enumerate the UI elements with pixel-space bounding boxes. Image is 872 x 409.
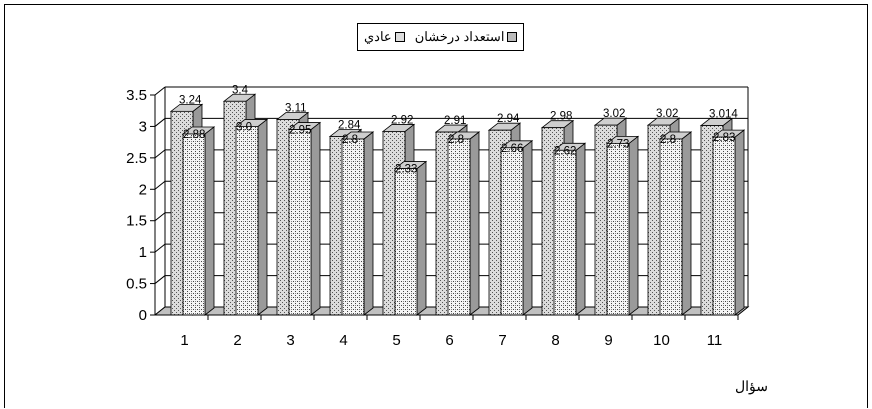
bar-side [416,160,427,316]
data-label-series2: 2.83 [713,132,735,144]
data-labels: 3.24 2.88 3.4 3.0 3.11 2.95 2.84 2.8 2.92 2.33 2.9… [179,84,738,175]
bars [169,93,746,316]
x-tick-label: 4 [339,332,347,349]
bar-series2-2 [234,118,269,316]
legend-label-series-1: استعداد درخشان [414,29,505,44]
bar-side [363,131,374,316]
grid-diagonal [154,149,166,159]
y-tick-label: 0 [139,307,147,324]
y-tick-label: 2 [139,181,147,198]
x-tick-label: 2 [233,332,241,349]
grid-diagonal [154,86,166,96]
y-tick-label: 2.5 [126,150,147,167]
bar-front [341,138,365,316]
bar-series2-10 [658,131,693,316]
data-label-series1: 3.11 [285,103,307,115]
bar-series2-1 [181,126,216,316]
x-tick-label: 7 [498,332,506,349]
grid-diagonal [154,243,166,253]
bar-front [606,142,630,316]
x-axis-title: سؤال [735,378,769,394]
x-tick-label: 10 [653,332,670,349]
x-tick-label: 5 [392,332,400,349]
bar-series2-7 [499,139,534,316]
data-label-series1: 2.84 [338,119,361,131]
data-label-series1: 2.91 [444,115,466,127]
grid-diagonal [154,180,166,190]
data-label-series2: 2.8 [448,134,464,146]
legend-label-series-2: عادي [364,29,392,44]
data-label-series2: 2.95 [289,125,311,137]
legend-item-series-2: عادي [364,29,405,45]
x-tick-label: 6 [445,332,453,349]
x-tick-label: 11 [707,332,723,349]
bar-front [553,149,577,316]
bar-front [447,138,471,316]
grid-diagonal [154,118,166,127]
bar-side [257,118,268,316]
data-label-series2: 3.0 [236,121,252,133]
data-label-series1: 2.92 [391,114,413,126]
y-tick-label: 1 [139,244,147,261]
y-tick-label: 1.5 [126,213,147,230]
x-tick-label: 3 [286,332,294,349]
legend-swatch-series-1 [507,32,518,42]
bar-series2-3 [287,121,322,316]
data-label-series2: 2.8 [342,134,358,146]
bar-front [235,126,259,316]
data-label-series1: 3.014 [709,109,738,121]
bar-front [659,138,683,316]
data-label-series1: 2.94 [497,113,520,125]
legend-swatch-series-2 [394,32,405,42]
data-label-series1: 3.02 [656,108,678,120]
data-label-series2: 2.66 [501,143,523,155]
bar-series2-5 [393,160,428,316]
bar-front [288,129,312,316]
y-tick-label: 0.5 [126,276,147,293]
data-label-series1: 3.02 [603,108,625,120]
bar-series2-11 [711,129,746,316]
y-tick-label: 3 [139,118,147,135]
bar-front [394,168,418,316]
data-label-series1: 2.98 [550,111,572,123]
grid-diagonal [154,212,166,222]
data-label-series2: 2.73 [607,138,629,150]
bar-side [469,131,480,316]
x-tick-label: 8 [551,332,559,349]
x-tick-label: 1 [180,332,188,349]
data-label-series1: 3.4 [232,84,249,96]
data-label-series2: 2.88 [183,129,205,141]
bar-side [628,135,639,316]
bar-series2-9 [605,135,640,316]
bar-series2-6 [446,131,481,316]
bar-front [182,133,206,316]
y-axis: 0 0.5 1 1.5 2 2.5 3 3.5 [126,87,156,324]
chart-frame [4,4,868,408]
grid-diagonal [154,275,166,284]
data-label-series2: 2.62 [554,145,576,157]
legend: استعداد درخشان عادي [357,23,525,51]
x-tick-label: 9 [604,332,612,349]
x-axis: 1 2 3 4 5 6 7 8 9 10 11 [155,314,739,349]
bar-front [500,147,524,316]
bar-series2-4 [340,131,375,316]
bar-front [712,136,736,316]
data-label-series2: 2.33 [395,164,417,176]
y-tick-label: 3.5 [126,87,147,104]
bar-side [204,126,215,316]
data-label-series1: 3.24 [179,94,202,106]
legend-item-series-1: استعداد درخشان [415,29,518,45]
bar-side [522,139,533,316]
bar-side [681,131,692,316]
bar-side [575,142,586,316]
bar-side [734,129,745,316]
bar-series2-8 [552,142,587,316]
bar-side [310,121,321,316]
data-label-series2: 2.8 [660,134,676,146]
